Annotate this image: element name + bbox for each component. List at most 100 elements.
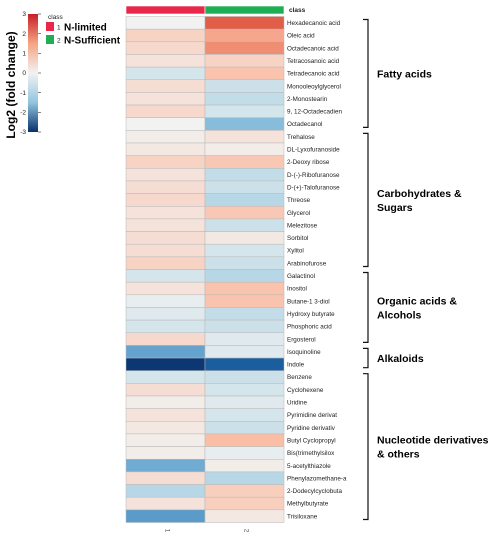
heatmap-cell <box>204 243 285 258</box>
heatmap-cell <box>125 104 206 118</box>
heatmap-cell <box>125 193 206 207</box>
heatmap-cell <box>125 206 206 220</box>
color-scale-tick: 3 <box>22 11 26 18</box>
heatmap-cell <box>204 130 285 144</box>
row-label: Tetracosanoic acid <box>287 58 340 65</box>
heatmap-cell <box>125 509 206 523</box>
class-legend-swatch-2 <box>46 35 54 44</box>
heatmap-cells <box>125 16 285 523</box>
heatmap-cell <box>204 155 285 169</box>
heatmap-cell <box>204 117 285 131</box>
row-label: Indole <box>287 362 305 369</box>
row-label: Pyrimidine derivat <box>287 412 337 419</box>
heatmap-cell <box>125 41 206 55</box>
heatmap-cell <box>125 180 206 194</box>
heatmap-cell <box>125 28 206 43</box>
group-bracket <box>363 347 369 369</box>
heatmap-cell <box>204 370 285 384</box>
row-label: Hexadecanoic acid <box>287 20 341 27</box>
group-bracket <box>363 271 369 343</box>
heatmap-cell <box>125 332 206 346</box>
group-bracket <box>363 373 369 521</box>
heatmap-cell <box>204 332 285 346</box>
row-label: Pyridine derivativ <box>287 425 336 432</box>
row-label: Sorbitol <box>287 235 308 242</box>
heatmap-cell <box>204 383 285 397</box>
heatmap-cell <box>204 357 285 371</box>
heatmap-cell <box>125 319 206 334</box>
heatmap-cell <box>125 446 206 460</box>
row-label: Butane-1 3-diol <box>287 298 330 305</box>
column-label: 1 <box>164 529 171 533</box>
row-label: Oleic acid <box>287 33 315 40</box>
row-label: D-(-)-Ribofuranose <box>287 172 340 179</box>
heatmap-cell <box>125 92 206 106</box>
row-label: Isoquinoline <box>287 349 321 356</box>
heatmap-cell <box>125 307 206 321</box>
heatmap-cell <box>125 130 206 144</box>
heatmap-cell <box>204 41 285 55</box>
color-scale-ticks: 3 2 1 0 -1 -2 -3 <box>20 11 41 136</box>
heatmap-cell <box>125 218 206 232</box>
group-brackets: Fatty acids Carbohydrates & Sugars Organic … <box>363 18 489 521</box>
row-label: Phenylazomethane-a <box>287 475 347 482</box>
row-label: Uridine <box>287 400 307 407</box>
row-label: Octadecanol <box>287 121 322 128</box>
heatmap-cell <box>204 104 285 118</box>
class-header-bar <box>125 5 285 15</box>
heatmap-cell <box>204 484 285 498</box>
color-scale-tick: 0 <box>22 70 26 77</box>
group-bracket <box>363 18 369 128</box>
heatmap-cell <box>125 231 206 245</box>
heatmap-cell <box>125 471 206 485</box>
row-label: Hydroxy butyrate <box>287 311 335 318</box>
heatmap-cell <box>204 471 285 485</box>
row-label: Methylbutyrate <box>287 501 329 508</box>
heatmap-cell <box>204 54 285 68</box>
group-label: Fatty acids <box>377 68 432 80</box>
heatmap-cell <box>125 16 206 30</box>
heatmap-cell <box>204 16 285 30</box>
color-scale-tick: 2 <box>22 31 26 38</box>
class-legend-index: 1 <box>57 25 61 32</box>
row-label: 9, 12-Octadecadien <box>287 109 342 116</box>
heatmap-cell <box>204 345 285 359</box>
heatmap-cell <box>125 459 206 473</box>
heatmap-cell <box>125 155 206 169</box>
group-label: Nucleotide derivatives <box>377 435 489 447</box>
group-label: & others <box>377 449 420 461</box>
row-label: Arabinofurose <box>287 260 327 267</box>
row-label: D-(+)-Talofuranose <box>287 184 340 191</box>
class-header-cell-2 <box>204 5 285 15</box>
class-legend-index: 2 <box>57 38 61 45</box>
color-scale-label: Log2 (fold change) <box>4 31 18 138</box>
heatmap-cell <box>125 142 206 156</box>
heatmap-cell <box>204 509 285 523</box>
heatmap-cell <box>204 281 285 296</box>
row-label: 2-Dodecylcyclobuta <box>287 488 342 495</box>
group-label: Alcohols <box>377 309 421 321</box>
heatmap-cell <box>204 459 285 473</box>
row-label: 2-Monostearin <box>287 96 328 103</box>
heatmap-cell <box>125 408 206 422</box>
row-label: Bis(trimethylsilox <box>287 450 335 457</box>
heatmap-cell <box>204 142 285 156</box>
color-scale-tick: 1 <box>22 51 26 58</box>
heatmap-cell <box>125 345 206 359</box>
heatmap-cell <box>125 117 206 131</box>
class-legend-swatch-1 <box>46 22 54 31</box>
row-label: Benzene <box>287 374 312 381</box>
heatmap-cell <box>204 168 285 182</box>
heatmap-cell <box>125 256 206 270</box>
heatmap-cell <box>204 206 285 220</box>
heatmap-cell <box>125 370 206 384</box>
heatmap-cell <box>204 496 285 511</box>
heatmap-cell <box>204 193 285 207</box>
color-scale-tick: -1 <box>20 90 26 97</box>
group-label: Organic acids & <box>377 295 457 307</box>
row-label: Monooleoylglycerol <box>287 83 341 90</box>
heatmap-cell <box>125 269 206 283</box>
heatmap-cell <box>204 28 285 43</box>
